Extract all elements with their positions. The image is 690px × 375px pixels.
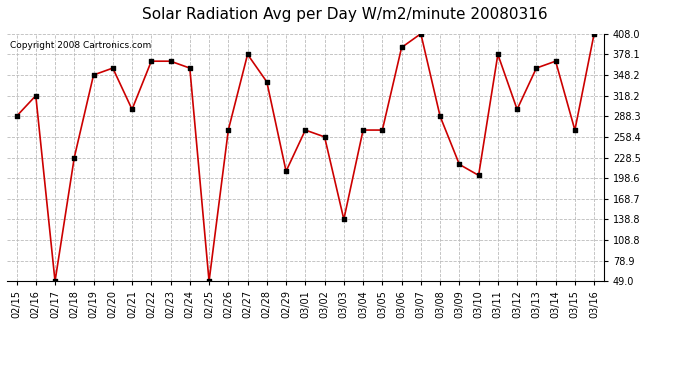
Text: Solar Radiation Avg per Day W/m2/minute 20080316: Solar Radiation Avg per Day W/m2/minute … bbox=[142, 8, 548, 22]
Point bbox=[338, 216, 349, 222]
Point bbox=[281, 168, 292, 174]
Point bbox=[223, 127, 234, 133]
Point bbox=[299, 127, 310, 133]
Point bbox=[357, 127, 368, 133]
Point bbox=[589, 31, 600, 37]
Point bbox=[11, 113, 22, 119]
Point bbox=[473, 172, 484, 178]
Point bbox=[511, 106, 522, 112]
Point bbox=[184, 65, 195, 71]
Point bbox=[146, 58, 157, 64]
Text: Copyright 2008 Cartronics.com: Copyright 2008 Cartronics.com bbox=[10, 41, 151, 50]
Point bbox=[377, 127, 388, 133]
Point bbox=[88, 72, 99, 78]
Point bbox=[50, 278, 61, 284]
Point bbox=[396, 45, 407, 51]
Point bbox=[165, 58, 176, 64]
Point bbox=[242, 51, 253, 57]
Point bbox=[69, 154, 80, 160]
Point bbox=[126, 106, 137, 112]
Point bbox=[107, 65, 118, 71]
Point bbox=[531, 65, 542, 71]
Point bbox=[569, 127, 580, 133]
Point bbox=[204, 278, 215, 284]
Point bbox=[415, 31, 426, 37]
Point bbox=[454, 161, 465, 167]
Point bbox=[435, 113, 446, 119]
Point bbox=[30, 93, 41, 99]
Point bbox=[262, 79, 273, 85]
Point bbox=[550, 58, 561, 64]
Point bbox=[319, 134, 330, 140]
Point bbox=[493, 51, 504, 57]
